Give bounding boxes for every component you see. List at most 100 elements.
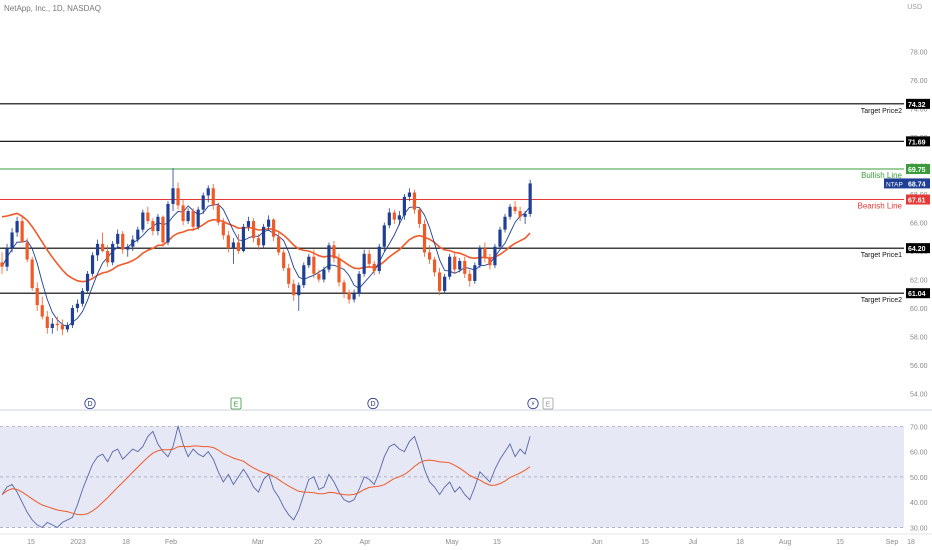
price-level-name: Target Price2 (861, 108, 902, 115)
candle-body (382, 225, 386, 247)
candle-body (367, 253, 371, 264)
price-level-value: 67.61 (908, 198, 926, 205)
price-tick-label: 62.00 (910, 278, 928, 285)
rsi-ma-line (1, 445, 531, 516)
candle-body (488, 258, 492, 266)
candle-body (503, 216, 507, 230)
candle-body (432, 259, 437, 273)
candle-body (246, 221, 251, 227)
event-marker-label: E (234, 402, 239, 409)
candle-body (438, 272, 442, 291)
candle-body (126, 246, 130, 250)
candle-body (251, 221, 256, 239)
time-tick-label: May (445, 539, 459, 546)
candle-body (186, 211, 190, 222)
event-marker (527, 397, 539, 410)
price-tick-label: 76.00 (910, 78, 928, 85)
last-price-value: 68.74 (908, 181, 926, 188)
candle-body (277, 236, 281, 253)
candle-body (402, 196, 406, 216)
event-marker-label: D (370, 401, 375, 408)
price-tick-label: 56.00 (910, 363, 928, 370)
candle-body (85, 273, 90, 291)
candle-body (20, 221, 24, 243)
rsi-tick-label: 70.00 (910, 424, 928, 431)
candle-body (427, 252, 432, 260)
candle-body (508, 206, 512, 217)
candle-body (392, 212, 396, 220)
time-tick-label: 20 (314, 539, 322, 546)
rsi-tick-label: 40.00 (910, 500, 928, 507)
candle-body (266, 219, 271, 227)
candle-body (357, 273, 361, 294)
candle-body (191, 211, 195, 227)
price-level-tag (906, 288, 930, 299)
price-tick-label: 60.00 (910, 306, 928, 313)
time-tick-label: Apr (360, 539, 372, 546)
rsi-tick-label: 50.00 (910, 475, 928, 482)
candle-body (95, 243, 100, 256)
price-level-tag (906, 164, 930, 175)
candle-body (332, 245, 336, 259)
candle-body (146, 212, 150, 222)
candle-body (111, 243, 115, 263)
time-tick-label: 18 (736, 539, 744, 546)
candle-body (75, 303, 80, 309)
candle-body (45, 316, 49, 328)
time-tick-label: 18 (122, 539, 130, 546)
candle-body (40, 305, 44, 317)
currency-label: USD (907, 4, 922, 11)
price-level-value: 69.75 (908, 167, 926, 174)
candle-body (151, 221, 155, 232)
candle-body (116, 233, 120, 244)
time-tick-label: 18 (907, 539, 915, 546)
candle-body (397, 215, 401, 220)
candle-body (236, 242, 241, 251)
candle-body (448, 256, 452, 277)
candle-body (377, 246, 381, 271)
candle-body (528, 183, 532, 214)
candle-body (287, 268, 291, 284)
candle-body (50, 323, 54, 328)
candle-body (65, 325, 69, 330)
candle-body (407, 192, 412, 197)
candle-body (513, 206, 517, 212)
candle-body (468, 273, 472, 281)
candle-body (161, 216, 165, 243)
candle-body (347, 292, 351, 300)
price-tick-label: 66.00 (910, 220, 928, 227)
candle-body (166, 203, 170, 243)
candle-body (463, 260, 467, 274)
candle-body (327, 245, 331, 270)
candle-body (35, 288, 39, 306)
candle-body (136, 229, 140, 240)
candle-body (443, 276, 447, 291)
event-marker (84, 397, 96, 410)
ma-long-line (1, 212, 531, 283)
candle-body (498, 229, 502, 247)
candle-body (55, 323, 59, 326)
price-level-value: 61.04 (908, 291, 926, 298)
candle-body (0, 262, 4, 267)
price-level-name: Bullish Line (861, 171, 902, 180)
candle-body (292, 283, 296, 296)
price-level-tag (906, 194, 930, 205)
time-tick-label: Feb (165, 539, 177, 546)
time-tick-label: 15 (27, 539, 35, 546)
time-tick-label: 15 (493, 539, 501, 546)
candle-body (458, 260, 462, 270)
candle-body (362, 253, 366, 274)
candle-body (211, 188, 215, 206)
candle-body (322, 269, 326, 280)
candle-body (156, 216, 160, 232)
rsi-line (1, 424, 531, 529)
candle-body (387, 212, 391, 226)
candle-body (241, 226, 246, 251)
candle-body (90, 255, 95, 274)
price-tick-label: 78.00 (910, 49, 928, 56)
candle-body (101, 243, 105, 251)
event-marker (230, 397, 242, 410)
event-marker-label: E (546, 402, 551, 409)
candles (0, 168, 532, 336)
